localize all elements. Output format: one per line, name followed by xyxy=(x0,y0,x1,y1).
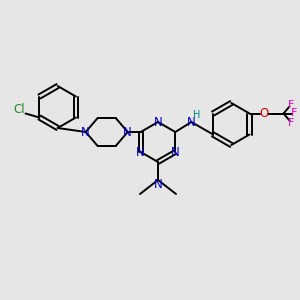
Text: N: N xyxy=(154,178,162,190)
Text: F: F xyxy=(288,100,295,110)
Text: N: N xyxy=(154,116,162,128)
Text: O: O xyxy=(259,107,268,120)
Text: F: F xyxy=(291,109,298,118)
Text: N: N xyxy=(123,125,132,139)
Text: H: H xyxy=(193,110,200,120)
Text: F: F xyxy=(288,118,295,128)
Text: N: N xyxy=(136,146,145,158)
Text: Cl: Cl xyxy=(14,103,25,116)
Text: N: N xyxy=(171,146,180,158)
Text: N: N xyxy=(81,125,90,139)
Text: N: N xyxy=(187,116,196,128)
